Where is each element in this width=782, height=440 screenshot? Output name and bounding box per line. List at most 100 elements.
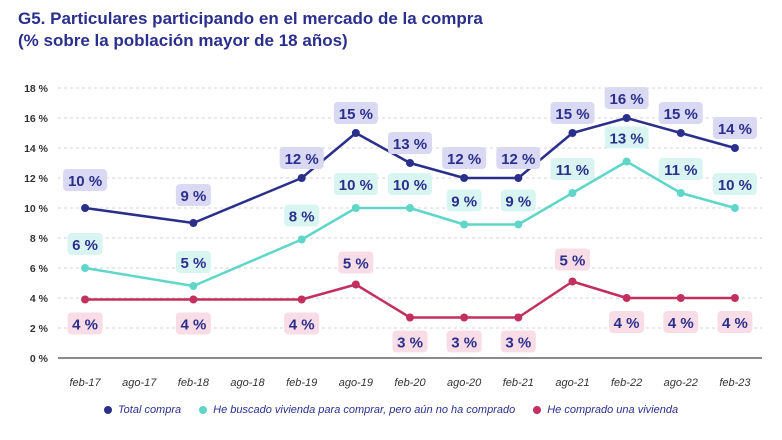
data-label-bg	[338, 251, 374, 274]
x-tick-label: ago-21	[555, 377, 589, 389]
data-point	[351, 204, 360, 212]
data-label: 11 %	[664, 162, 697, 179]
x-tick-label: ago-19	[339, 377, 373, 389]
data-label: 11 %	[556, 162, 589, 179]
legend-marker	[199, 406, 208, 414]
y-tick-label: 4 %	[30, 293, 49, 305]
data-label-bg	[175, 184, 211, 206]
x-tick-label: feb-20	[394, 377, 426, 389]
x-tick-label: feb-21	[503, 377, 534, 389]
data-label: 5 %	[343, 256, 369, 273]
data-point	[81, 264, 90, 272]
data-point	[189, 219, 198, 227]
data-point	[676, 189, 685, 197]
data-label-bg	[658, 158, 703, 180]
data-label-bg	[554, 248, 590, 271]
y-tick-label: 18 %	[24, 83, 49, 95]
data-point	[189, 295, 198, 304]
data-point	[297, 174, 306, 182]
data-label: 10 %	[68, 173, 102, 190]
data-label-bg	[550, 158, 595, 180]
x-tick-label: feb-22	[611, 377, 642, 389]
legend-label: Total compra	[117, 404, 182, 416]
data-point	[406, 159, 414, 167]
data-point	[189, 282, 198, 290]
data-label-bg	[658, 102, 703, 124]
data-label-bg	[175, 312, 211, 335]
data-point	[568, 129, 577, 137]
legend-item: Total compra	[103, 404, 182, 416]
data-label-bg	[717, 311, 753, 333]
chart-title: G5. Particulares participando en el merc…	[18, 8, 483, 52]
x-tick-label: ago-20	[447, 377, 482, 389]
data-label: 9 %	[451, 194, 477, 211]
data-point	[568, 189, 577, 197]
data-point	[297, 295, 306, 304]
legend-label: He comprado una vivienda	[547, 404, 679, 416]
x-tick-label: ago-18	[230, 377, 265, 389]
legend-marker	[103, 406, 112, 414]
data-label: 3 %	[505, 335, 531, 352]
data-label-bg	[496, 147, 541, 169]
data-label-bg	[175, 251, 211, 273]
data-label-bg	[388, 132, 432, 154]
chart-title-line2: (% sobre la población mayor de 18 años)	[18, 31, 348, 50]
data-label-bg	[279, 147, 324, 169]
data-label-bg	[446, 189, 482, 212]
data-point	[730, 204, 739, 212]
data-label: 13 %	[610, 131, 644, 148]
legend-item: He comprado una vivienda	[533, 404, 678, 416]
data-label-bg	[604, 87, 649, 109]
data-label-bg	[609, 311, 645, 333]
data-label: 3 %	[397, 335, 423, 352]
data-label-bg	[442, 147, 487, 169]
x-tick-label: ago-22	[664, 377, 698, 389]
data-point	[351, 129, 360, 137]
data-point	[622, 294, 631, 302]
data-label: 8 %	[289, 209, 315, 226]
data-label-bg	[67, 312, 103, 335]
data-label: 4 %	[289, 317, 315, 334]
legend-label: He buscado vivienda para comprar, pero a…	[213, 404, 516, 416]
data-point	[676, 129, 685, 137]
data-point	[406, 313, 414, 322]
chart-legend: Total compra He buscado vivienda para com…	[0, 404, 782, 417]
data-label-bg	[333, 173, 378, 195]
data-label: 10 %	[339, 177, 373, 194]
data-point	[514, 220, 523, 229]
data-label: 4 %	[722, 315, 748, 332]
data-label-bg	[67, 233, 103, 255]
data-label: 10 %	[718, 177, 752, 194]
data-label: 13 %	[393, 136, 427, 153]
data-point	[460, 174, 469, 182]
data-label-bg	[500, 189, 536, 212]
data-label-bg	[284, 204, 320, 227]
chart-title-line1: G5. Particulares participando en el merc…	[18, 9, 483, 28]
data-label: 15 %	[555, 106, 589, 123]
y-tick-label: 14 %	[24, 143, 49, 155]
data-label-bg	[333, 102, 378, 124]
data-label-bg	[284, 312, 320, 335]
legend-marker	[533, 406, 542, 414]
y-tick-label: 10 %	[24, 203, 49, 215]
data-label-bg	[712, 173, 757, 195]
data-point	[81, 295, 90, 304]
data-label: 10 %	[393, 177, 427, 194]
y-tick-label: 12 %	[24, 173, 49, 185]
data-label: 15 %	[339, 106, 373, 123]
data-point	[351, 280, 360, 289]
data-label-bg	[392, 330, 428, 353]
data-label-bg	[446, 330, 482, 353]
data-label-bg	[550, 102, 595, 124]
x-tick-label: feb-17	[69, 377, 101, 389]
data-label: 14 %	[718, 121, 752, 138]
data-label-bg	[604, 126, 649, 149]
x-tick-label: feb-18	[178, 377, 210, 389]
data-point	[568, 277, 577, 286]
data-label-bg	[500, 330, 536, 353]
data-label: 4 %	[72, 317, 98, 334]
data-labels: 10 % 9 % 12 % 15 % 13 % 12 % 12 % 15 % 16 % 15 % 1…	[63, 87, 757, 353]
data-point	[622, 114, 631, 122]
